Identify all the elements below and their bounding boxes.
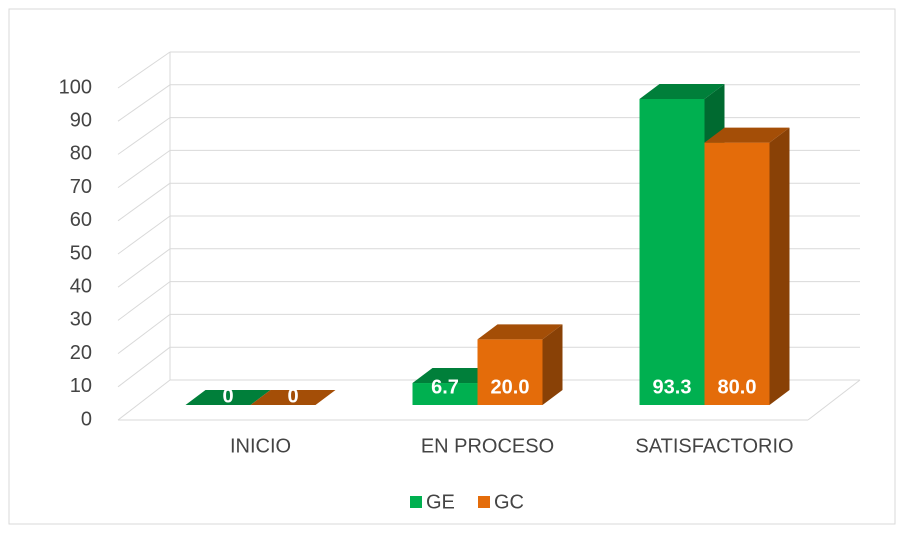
grid-line-side	[117, 314, 171, 354]
bar-side	[769, 127, 790, 405]
x-tick-label: EN PROCESO	[421, 435, 554, 457]
y-tick-label: 70	[70, 176, 92, 198]
value-label: 80.0	[718, 376, 757, 398]
bar-top	[639, 83, 725, 99]
bar-top	[185, 390, 271, 405]
bar-top	[477, 324, 563, 340]
y-tick-label: 50	[70, 242, 92, 264]
y-tick-label: 80	[70, 143, 92, 165]
y-tick-label: 90	[70, 109, 92, 131]
y-tick-label: 60	[70, 209, 92, 231]
legend-swatch	[478, 496, 490, 508]
legend-label: GC	[494, 491, 524, 513]
bar-top	[250, 390, 336, 405]
grid-line-side	[117, 182, 171, 222]
grid-line-side	[117, 281, 171, 321]
y-tick-label: 100	[59, 76, 92, 98]
value-label: 93.3	[653, 376, 692, 398]
bar-side	[542, 324, 563, 405]
value-label: 0	[222, 385, 233, 407]
x-tick-label: SATISFACTORIO	[635, 435, 793, 457]
grid-line-side	[117, 248, 171, 288]
y-tick-label: 30	[70, 309, 92, 331]
bar-front	[704, 142, 770, 405]
value-label: 20.0	[491, 376, 530, 398]
y-tick-label: 0	[81, 408, 92, 430]
y-tick-label: 40	[70, 275, 92, 297]
legend-label: GE	[426, 491, 455, 513]
bar-front	[412, 383, 478, 405]
value-label: 0	[287, 385, 298, 407]
grid-line-side	[117, 117, 171, 155]
bar-front	[639, 98, 705, 405]
bar-front	[477, 339, 543, 405]
grid-line-side	[117, 379, 171, 421]
grid-line-side	[117, 51, 171, 89]
grid-line-side	[117, 346, 171, 388]
grid-line-side	[117, 84, 171, 122]
y-tick-label: 20	[70, 342, 92, 364]
x-tick-label: INICIO	[230, 435, 291, 457]
value-label: 6.7	[431, 376, 459, 398]
bar-top	[704, 127, 790, 143]
y-tick-label: 10	[70, 375, 92, 397]
legend-swatch	[410, 496, 422, 508]
grid-line-side	[117, 215, 171, 255]
bar-top	[412, 368, 498, 384]
grid-line-side	[117, 149, 171, 189]
floor-right	[807, 379, 861, 421]
